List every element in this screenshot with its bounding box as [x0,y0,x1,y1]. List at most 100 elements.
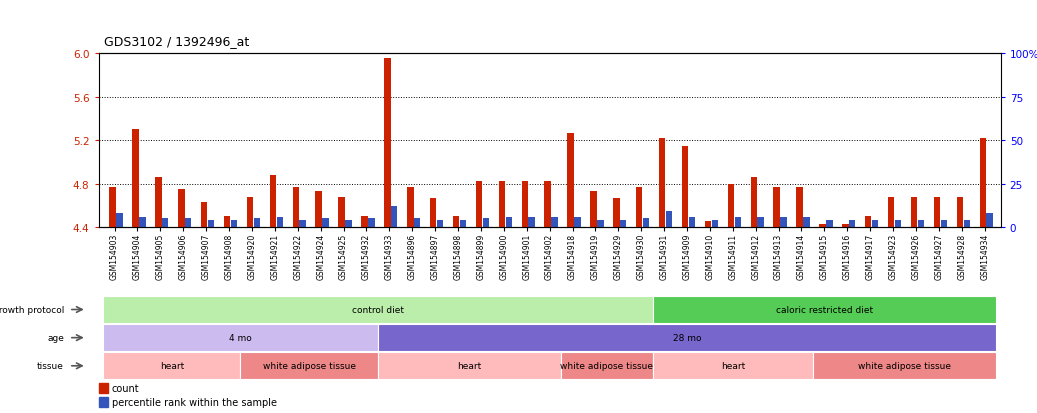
Bar [658,139,666,228]
Bar [377,324,997,351]
Bar [506,217,512,228]
Bar [813,352,997,380]
Bar [711,221,718,228]
Bar [986,214,992,228]
Bar [888,197,894,228]
Bar [529,217,535,228]
Bar [705,221,711,228]
Bar [391,207,397,228]
Text: 28 mo: 28 mo [673,333,701,342]
Bar [414,219,420,228]
Text: growth protocol: growth protocol [0,305,64,314]
Bar [734,217,741,228]
Text: heart: heart [160,361,184,370]
Bar [804,217,810,228]
Bar [941,221,947,228]
Bar [110,188,116,228]
Bar [231,221,237,228]
Bar [597,221,604,228]
Bar [865,217,871,228]
Bar [156,178,162,228]
Bar [100,383,108,393]
Bar [552,217,558,228]
Bar [361,217,368,228]
Bar [751,178,757,228]
Bar [652,352,813,380]
Bar [241,352,377,380]
Bar [323,219,329,228]
Bar [643,219,649,228]
Text: GDS3102 / 1392496_at: GDS3102 / 1392496_at [104,35,249,48]
Text: white adipose tissue: white adipose tissue [560,361,653,370]
Bar [544,182,551,228]
Text: white adipose tissue: white adipose tissue [262,361,356,370]
Bar [482,219,489,228]
Bar [437,221,443,228]
Bar [139,217,145,228]
Bar [613,198,619,228]
Bar [826,221,833,228]
Text: control diet: control diet [352,305,403,314]
Bar [499,182,505,228]
Bar [377,352,561,380]
Bar [453,217,459,228]
Bar [682,146,689,228]
Text: age: age [47,333,64,342]
Bar [933,197,941,228]
Text: percentile rank within the sample: percentile rank within the sample [112,397,277,407]
Bar [430,198,437,228]
Bar [910,197,918,228]
Bar [103,352,241,380]
Bar [476,182,482,228]
Bar [100,397,108,407]
Bar [652,296,997,323]
Text: heart: heart [457,361,481,370]
Bar [796,188,803,228]
Bar [133,130,139,228]
Bar [384,59,391,228]
Bar [963,221,970,228]
Bar [178,190,185,228]
Bar [368,219,374,228]
Bar [757,217,764,228]
Bar [277,217,283,228]
Bar [774,188,780,228]
Bar [872,221,878,228]
Bar [408,188,414,228]
Text: caloric restricted diet: caloric restricted diet [776,305,873,314]
Bar [849,221,856,228]
Bar [666,212,672,228]
Bar [185,219,192,228]
Bar [345,221,352,228]
Bar [201,203,207,228]
Bar [636,188,643,228]
Bar [567,133,573,228]
Bar [292,188,299,228]
Bar [957,197,963,228]
Bar [895,221,901,228]
Bar [522,182,528,228]
Bar [207,221,215,228]
Bar [224,217,230,228]
Bar [103,324,377,351]
Text: 4 mo: 4 mo [229,333,252,342]
Bar [338,197,345,228]
Text: heart: heart [721,361,745,370]
Bar [780,217,787,228]
Text: white adipose tissue: white adipose tissue [858,361,951,370]
Bar [247,197,253,228]
Bar [254,219,260,228]
Bar [689,217,695,228]
Bar [116,214,122,228]
Bar [315,192,321,228]
Bar [620,221,626,228]
Bar [300,221,306,228]
Bar [590,192,596,228]
Bar [918,221,924,228]
Bar [980,139,986,228]
Bar [459,221,467,228]
Bar [819,224,825,228]
Bar [561,352,652,380]
Text: tissue: tissue [37,361,64,370]
Text: count: count [112,383,139,393]
